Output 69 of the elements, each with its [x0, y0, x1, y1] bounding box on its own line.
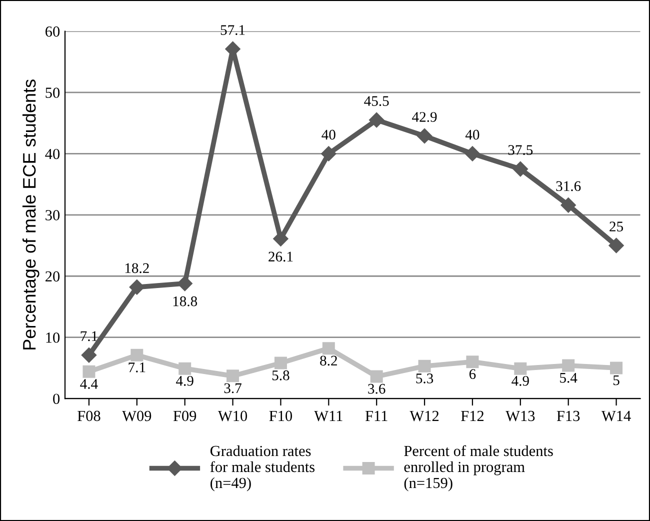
x-tick-label: W12	[410, 410, 439, 422]
x-tick-label: F09	[173, 410, 196, 422]
data-label: 18.2	[125, 263, 149, 274]
point	[610, 362, 623, 374]
data-label: 4.4	[80, 379, 98, 389]
legend-label: Graduation rates for male students (n=49)	[210, 445, 315, 492]
data-label: 18.8	[173, 296, 198, 306]
x-tick-label: W09	[122, 410, 152, 422]
data-label: 40	[322, 130, 336, 140]
data-label: 7.1	[80, 331, 98, 342]
data-label: 26.1	[268, 252, 293, 262]
point	[562, 359, 575, 372]
x-tick-label: F08	[78, 410, 100, 422]
data-label: 5	[613, 375, 620, 386]
data-label: 8.2	[320, 356, 337, 366]
point	[416, 128, 432, 144]
point	[322, 342, 335, 355]
data-label: 6	[469, 369, 476, 380]
point	[178, 362, 192, 375]
data-label: 31.6	[556, 181, 581, 192]
data-label: 37.5	[508, 145, 533, 155]
y-tick-label: 20	[46, 271, 60, 282]
x-tick-label: W13	[506, 410, 535, 422]
legend-label: Percent of male students enrolled in program (n=159)	[404, 445, 553, 492]
point	[369, 112, 384, 128]
point	[370, 370, 383, 383]
x-tick-label: F13	[556, 410, 580, 422]
point	[418, 360, 431, 372]
point	[130, 348, 144, 362]
y-tick-label: 50	[46, 88, 60, 98]
point	[608, 238, 624, 254]
data-label: 40	[465, 130, 480, 140]
data-label: 3.7	[224, 383, 242, 394]
data-label: 5.4	[560, 372, 578, 383]
x-tick-label: F11	[365, 410, 388, 421]
y-tick-label: 10	[46, 332, 60, 343]
y-tick-label: 30	[46, 210, 60, 220]
y-tick-label: 0	[53, 394, 60, 404]
x-tick-label: W10	[218, 410, 248, 422]
x-tick-label: F10	[269, 410, 292, 422]
data-label: 25	[610, 222, 624, 232]
data-label: 42.9	[412, 112, 437, 122]
y-tick-label: 60	[46, 26, 60, 37]
point	[321, 146, 336, 162]
data-label: 5.8	[272, 370, 290, 380]
point	[464, 146, 480, 162]
x-tick-label: F12	[461, 410, 484, 421]
data-label: 57.1	[220, 25, 245, 36]
data-label: 4.9	[176, 376, 194, 386]
point	[177, 276, 192, 292]
point	[226, 370, 240, 382]
point	[82, 365, 96, 378]
point	[466, 356, 479, 368]
y-axis-title: Percentage of male ECE students	[22, 80, 40, 350]
point	[274, 356, 287, 370]
point	[81, 348, 97, 363]
x-tick-label: W14	[601, 410, 631, 422]
x-tick-label: W11	[314, 410, 342, 422]
point	[560, 198, 576, 213]
point	[273, 231, 288, 246]
point	[514, 362, 527, 375]
data-label: 45.5	[364, 96, 389, 106]
data-label: 5.3	[416, 374, 434, 384]
point	[512, 161, 528, 177]
y-tick-label: 40	[45, 148, 60, 160]
data-label: 7.1	[128, 362, 146, 372]
data-label: 3.6	[368, 384, 386, 394]
point	[129, 280, 144, 295]
data-label: 4.9	[512, 376, 529, 386]
